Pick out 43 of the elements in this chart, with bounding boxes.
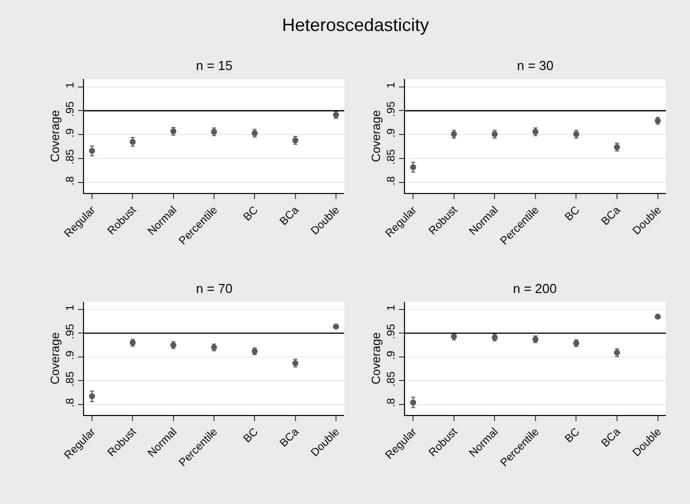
y-tick-label: .95 (386, 324, 398, 340)
point (410, 164, 416, 170)
y-tick-label: .8 (386, 398, 398, 408)
y-axis-title: Coverage (368, 332, 383, 384)
y-tick-label: .85 (386, 371, 398, 387)
x-tick-label: BCa (278, 204, 302, 228)
y-axis-title: Coverage (368, 110, 383, 162)
y-tick-label: .95 (64, 101, 76, 117)
y-tick-label: .9 (386, 350, 398, 360)
y-tick-label: .8 (64, 176, 76, 186)
point (410, 399, 416, 406)
y-tick-label: .95 (386, 101, 398, 117)
x-tick-label: BC (562, 426, 582, 446)
y-tick-label: .85 (386, 149, 398, 165)
y-tick-label: .95 (64, 324, 76, 340)
y-tick-label: .8 (64, 398, 76, 408)
y-tick-label: .85 (64, 371, 76, 387)
y-tick-label: .9 (386, 128, 398, 138)
y-tick-label: .9 (64, 128, 76, 138)
point (89, 148, 96, 154)
x-tick-label: BCa (599, 204, 624, 228)
chart-title: n = 30 (517, 58, 554, 73)
x-tick-label: BC (562, 204, 582, 224)
y-axis-title: Coverage (48, 332, 62, 384)
x-tick-label: BCa (278, 425, 302, 450)
y-axis-title: Coverage (48, 110, 62, 162)
chart-title: n = 70 (196, 281, 233, 296)
point (89, 393, 96, 400)
y-tick-label: 1 (386, 304, 398, 311)
text: Heteroscedasticity (282, 15, 430, 35)
point (654, 314, 661, 320)
y-tick-label: .85 (64, 149, 76, 165)
point (333, 324, 339, 330)
y-tick-label: .8 (386, 176, 398, 186)
x-tick-label: BC (241, 204, 261, 224)
chart-title: n = 200 (513, 281, 557, 296)
x-tick-label: BCa (599, 425, 624, 450)
chart-title: n = 15 (196, 58, 233, 73)
y-tick-label: 1 (64, 82, 76, 88)
y-tick-label: 1 (64, 304, 76, 311)
x-tick-label: BC (241, 426, 261, 446)
y-tick-label: 1 (386, 82, 398, 88)
y-tick-label: .9 (64, 350, 76, 360)
